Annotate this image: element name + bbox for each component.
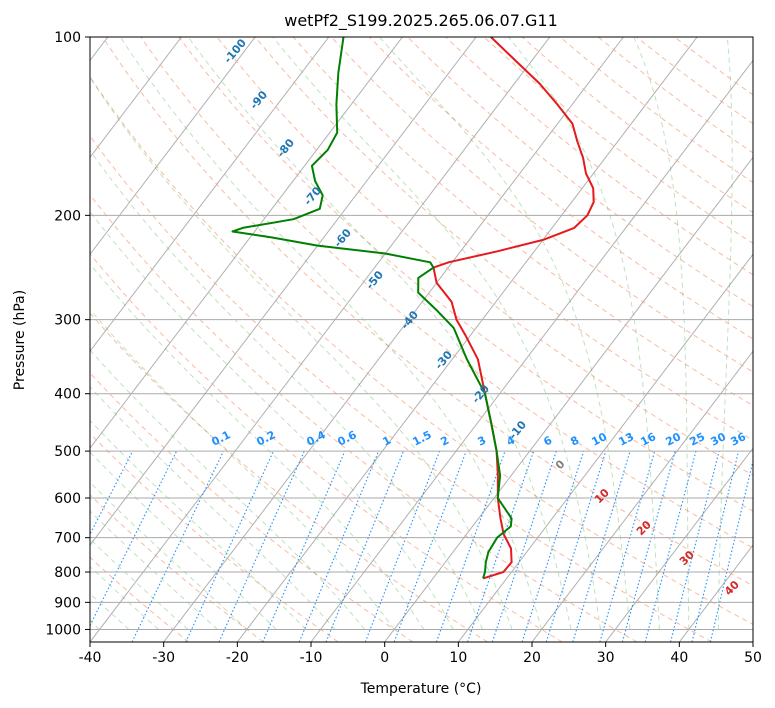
y-tick-label: 900	[54, 595, 81, 611]
y-tick-label: 100	[54, 30, 81, 46]
dry-adiabat-line	[102, 37, 753, 587]
mixing-ratio-line	[218, 450, 305, 642]
mixing-ratio-label: 36	[728, 430, 748, 449]
mixing-ratio-line	[521, 450, 585, 642]
isotherm-line	[90, 37, 256, 256]
moist-adiabat-line	[90, 263, 425, 630]
mixing-ratio-line	[691, 450, 740, 642]
isotherm-line	[531, 350, 753, 642]
dry-adiabat-line	[90, 75, 753, 625]
y-axis-label: Pressure (hPa)	[12, 290, 28, 390]
temperature-profile-line	[432, 37, 595, 580]
isotherm-line	[163, 37, 624, 642]
isotherm-line	[90, 37, 551, 642]
moist-adiabat-line	[379, 37, 631, 630]
mixing-ratio-line	[709, 458, 753, 642]
isotherm-line	[457, 253, 753, 642]
x-tick-label: 50	[744, 650, 762, 666]
y-tick-label: 600	[54, 491, 81, 507]
mixing-ratio-label: 13	[616, 430, 636, 449]
y-tick-label: 800	[54, 565, 81, 581]
mixing-ratio-label: 25	[687, 430, 707, 449]
dry-adiabat-line	[140, 37, 753, 549]
mixing-ratio-label: 10	[589, 430, 609, 449]
pressure-gridlines	[90, 37, 753, 630]
mixing-ratio-line	[298, 450, 380, 642]
y-tick-label: 700	[54, 531, 81, 547]
mixing-ratio-line	[90, 450, 134, 536]
moist-adiabat-line	[90, 308, 395, 630]
dry-adiabat-line	[90, 194, 638, 642]
y-tick-label: 300	[54, 313, 81, 329]
dry-adiabat-line	[254, 37, 753, 441]
profile-lines	[231, 37, 595, 580]
dry-adiabat-line	[90, 556, 190, 642]
mixing-ratio-line	[185, 450, 274, 642]
x-tick-label: -30	[152, 650, 175, 666]
y-tick-label: 200	[54, 208, 81, 224]
mixing-ratio-label: 16	[638, 430, 658, 449]
moist-adiabat-line	[633, 37, 690, 630]
dry-adiabat-line	[90, 432, 339, 642]
dry-adiabat-line	[216, 37, 753, 476]
x-tick-label: 30	[597, 650, 615, 666]
x-tick-label: 40	[670, 650, 688, 666]
mixing-ratio-line	[262, 450, 346, 642]
y-tick-label: 500	[54, 444, 81, 460]
moist-adiabat-line	[90, 149, 484, 630]
moist-adiabat-line	[508, 37, 660, 630]
dry-adiabat-line	[407, 37, 753, 308]
background-lines	[90, 37, 753, 642]
x-tick-label: -40	[79, 650, 102, 666]
dry-adiabat-line	[90, 135, 712, 642]
isotherm-line	[90, 37, 477, 546]
mixing-ratio-line	[670, 450, 720, 642]
axes: -40 -30 -20 -10 0 10 20 30 40 50 100 200 300 400 500 60…	[45, 30, 762, 666]
dry-adiabat-line	[331, 37, 753, 373]
dry-adiabat-line	[90, 253, 563, 642]
mixing-ratio-line	[364, 450, 441, 642]
mixing-ratio-line	[491, 450, 557, 642]
moist-adiabat-line	[717, 37, 733, 630]
mixing-ratio-line	[466, 450, 535, 642]
moist-adiabat-line	[90, 386, 336, 630]
y-tick-label: 1000	[45, 622, 81, 638]
x-axis-label: Temperature (°C)	[360, 681, 482, 697]
isotherm-line	[605, 447, 753, 642]
x-tick-label: 0	[380, 650, 389, 666]
mixing-ratio-line	[545, 450, 607, 642]
y-tick-label: 400	[54, 387, 81, 403]
x-tick-label: -20	[226, 650, 249, 666]
moist-adiabat-line	[90, 210, 454, 630]
isotherm-line	[90, 37, 182, 159]
mixing-ratio-line	[435, 450, 506, 642]
moist-adiabat-line	[272, 37, 601, 630]
dry-adiabat-line	[90, 372, 414, 642]
moist-adiabat-line	[90, 349, 366, 630]
dry-adiabat-line	[178, 37, 753, 512]
mixing-ratio-label: 30	[708, 430, 728, 449]
mixing-ratio-line	[90, 450, 178, 627]
x-tick-label: -10	[300, 650, 323, 666]
dewpoint-profile-line	[231, 37, 513, 579]
x-tick-label: 20	[523, 650, 541, 666]
chart-title: wetPf2_S199.2025.265.06.07.G11	[284, 11, 558, 31]
mixing-ratio-line	[325, 450, 404, 642]
moist-adiabat-line	[90, 76, 513, 630]
mixing-ratio-line	[393, 450, 467, 642]
isotherm-line	[90, 37, 330, 353]
isotherm-line	[90, 37, 403, 449]
mixing-ratio-label: 20	[663, 430, 683, 449]
moist-adiabat-line	[119, 37, 542, 630]
x-tick-label: 10	[449, 650, 467, 666]
plot-frame	[89, 36, 754, 643]
isotherm-line	[384, 156, 753, 642]
